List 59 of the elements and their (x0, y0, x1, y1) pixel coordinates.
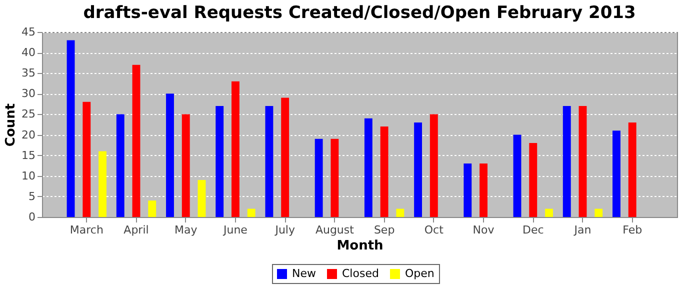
y-tick-label: 10 (22, 169, 36, 182)
bar (380, 126, 388, 217)
bar (594, 208, 603, 217)
x-axis-title: Month (336, 238, 384, 254)
x-tick-label: Oct (424, 224, 444, 236)
x-tick-label: June (222, 224, 248, 236)
bar (148, 200, 156, 217)
bar (314, 138, 323, 217)
bar (232, 81, 240, 217)
bar (281, 98, 290, 217)
legend-label: Closed (342, 267, 379, 280)
x-tick-label: August (315, 224, 355, 236)
y-tick-label: 45 (22, 26, 36, 38)
y-tick-label: 0 (28, 210, 36, 224)
y-tick-label: 5 (28, 190, 36, 203)
x-tick-label: Nov (472, 224, 495, 236)
bar (247, 208, 256, 217)
bar (430, 114, 438, 217)
bar (265, 106, 274, 217)
bar (98, 151, 106, 217)
bar (132, 64, 140, 217)
y-tick-label: 40 (22, 46, 36, 60)
bar (116, 114, 124, 217)
x-tick-label: April (124, 224, 149, 236)
x-tick-label: March (70, 224, 104, 236)
bar (396, 208, 404, 217)
y-axis-title: Count (4, 103, 19, 147)
bar (545, 208, 553, 217)
bar (66, 40, 75, 217)
bar (513, 134, 522, 217)
y-tick-label: 25 (22, 108, 36, 121)
bar (480, 164, 488, 217)
bar (414, 122, 422, 217)
y-tick-label: 35 (22, 66, 36, 80)
x-tick-label: Dec (522, 224, 544, 236)
x-tick-label: Jan (573, 224, 592, 236)
bar (529, 143, 538, 217)
bar (578, 106, 587, 217)
x-tick-label: Feb (622, 224, 642, 236)
legend-label: Open (405, 267, 434, 280)
y-tick-label: 15 (22, 148, 36, 162)
bar (182, 114, 190, 217)
legend-label: New (292, 267, 316, 280)
bar (216, 106, 224, 217)
bar (330, 138, 339, 217)
x-tick-label: Sep (374, 224, 395, 236)
bar (82, 102, 91, 217)
x-tick-label: May (174, 224, 198, 236)
bar (198, 180, 206, 217)
bar (464, 164, 472, 217)
bar (364, 118, 372, 217)
x-tick-label: July (274, 224, 296, 236)
chart-title: drafts-eval Requests Created/Closed/Open February 2013 (83, 3, 636, 23)
bar (562, 106, 571, 217)
bar (612, 130, 620, 217)
bar (166, 94, 174, 217)
bar (628, 122, 636, 217)
y-tick-label: 30 (22, 87, 36, 100)
y-tick-label: 20 (22, 128, 36, 142)
